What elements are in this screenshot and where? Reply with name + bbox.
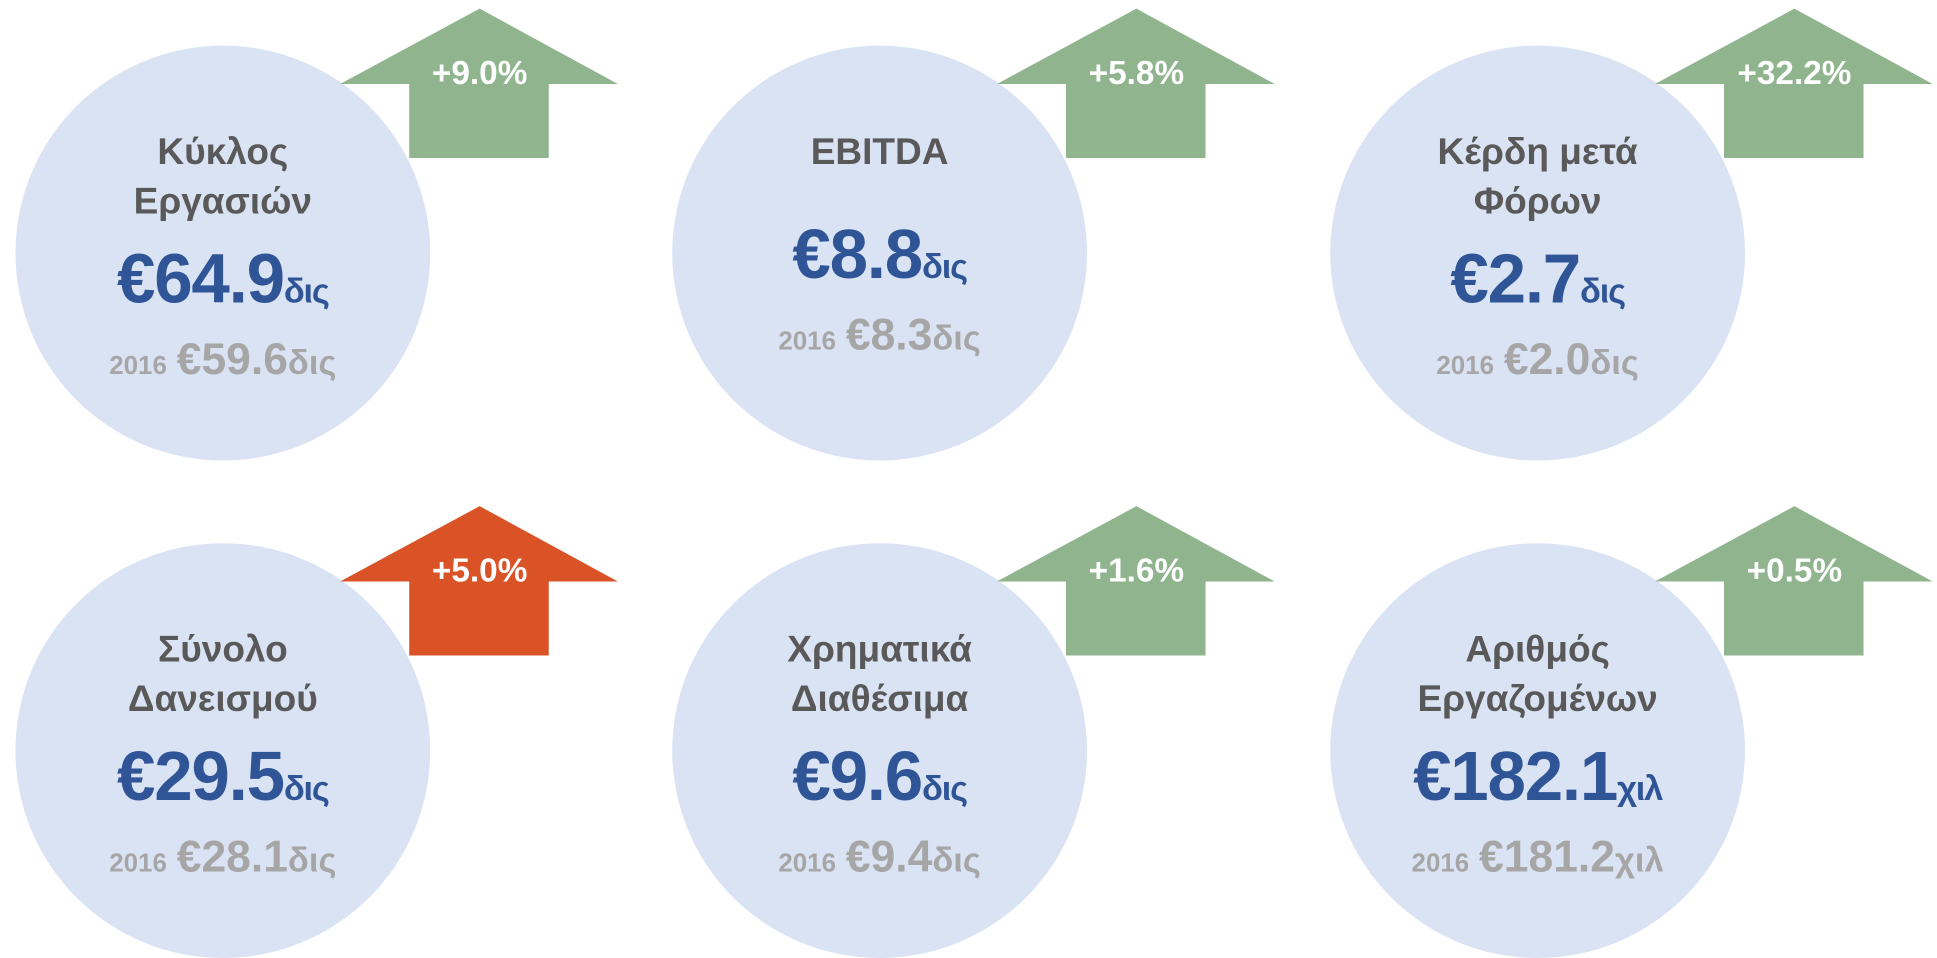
previous-value: 2016 €59.6δις xyxy=(109,335,336,384)
card-label: Εργασιών xyxy=(134,180,312,222)
card-label: Δανεισμού xyxy=(128,677,318,719)
change-arrow xyxy=(996,506,1275,656)
card-label: Αριθμός xyxy=(1465,628,1609,670)
previous-year: 2016 xyxy=(778,327,836,355)
change-label: +9.0% xyxy=(432,55,527,92)
previous-number: €59.6 xyxy=(177,335,288,384)
value-unit: χιλ xyxy=(1617,770,1663,808)
change-arrow xyxy=(340,8,618,159)
card-value: €182.1χιλ xyxy=(1413,737,1663,815)
previous-value: 2016 €28.1δις xyxy=(109,833,336,882)
value-number: €2.7 xyxy=(1450,239,1580,317)
previous-value: 2016 €2.0δις xyxy=(1436,335,1639,384)
card-circle xyxy=(15,45,431,461)
change-label: +32.2% xyxy=(1737,55,1851,92)
previous-unit: δις xyxy=(1590,344,1639,382)
change-label: +1.6% xyxy=(1089,552,1184,589)
value-unit: δις xyxy=(922,770,967,808)
previous-unit: δις xyxy=(288,344,337,382)
card-label: Σύνολο xyxy=(158,628,288,670)
card-circle xyxy=(672,543,1088,958)
card-circle xyxy=(672,45,1088,461)
card-circle xyxy=(1330,45,1746,461)
previous-number: €2.0 xyxy=(1504,335,1591,384)
value-number: €8.8 xyxy=(792,215,922,293)
previous-unit: δις xyxy=(288,842,337,880)
card-label: Κύκλος xyxy=(157,130,288,172)
previous-number: €28.1 xyxy=(177,833,288,882)
previous-unit: δις xyxy=(932,319,981,357)
card-value: €9.6δις xyxy=(792,737,967,815)
card-circle xyxy=(1330,543,1746,958)
value-number: €64.9 xyxy=(117,239,284,317)
card-label: Διαθέσιμα xyxy=(791,677,969,719)
previous-number: €8.3 xyxy=(846,310,933,359)
previous-value: 2016 €9.4δις xyxy=(778,833,981,882)
card-value: €2.7δις xyxy=(1450,239,1625,317)
card-value: €29.5δις xyxy=(117,737,329,815)
previous-value: 2016 €8.3δις xyxy=(778,310,981,359)
previous-year: 2016 xyxy=(109,850,167,878)
value-number: €29.5 xyxy=(117,737,284,815)
previous-year: 2016 xyxy=(1412,850,1470,878)
previous-number: €181.2 xyxy=(1479,833,1615,882)
card-label: EBITDA xyxy=(811,130,949,172)
value-unit: δις xyxy=(284,770,329,808)
card-value: €8.8δις xyxy=(792,215,967,293)
card-label: Κέρδη μετά xyxy=(1438,130,1638,172)
previous-year: 2016 xyxy=(109,352,167,380)
change-arrow xyxy=(340,506,618,656)
previous-unit: δις xyxy=(932,842,981,880)
value-number: €9.6 xyxy=(792,737,922,815)
change-arrow xyxy=(1654,506,1933,656)
value-unit: δις xyxy=(1580,272,1625,310)
change-label: +5.0% xyxy=(432,552,527,589)
value-unit: δις xyxy=(284,272,329,310)
previous-value: 2016 €181.2χιλ xyxy=(1412,833,1664,882)
change-label: +0.5% xyxy=(1747,552,1842,589)
change-arrow xyxy=(996,8,1275,159)
card-label: Εργαζομένων xyxy=(1417,677,1657,719)
previous-year: 2016 xyxy=(778,850,836,878)
previous-unit: χιλ xyxy=(1615,842,1664,880)
value-number: €182.1 xyxy=(1413,737,1617,815)
previous-number: €9.4 xyxy=(846,833,933,882)
change-label: +5.8% xyxy=(1089,55,1184,92)
value-unit: δις xyxy=(922,248,967,286)
card-label: Φόρων xyxy=(1474,180,1602,222)
card-label: Χρηματικά xyxy=(787,628,972,670)
card-value: €64.9δις xyxy=(117,239,329,317)
change-arrow xyxy=(1654,8,1933,159)
card-circle xyxy=(15,543,431,958)
previous-year: 2016 xyxy=(1436,352,1494,380)
